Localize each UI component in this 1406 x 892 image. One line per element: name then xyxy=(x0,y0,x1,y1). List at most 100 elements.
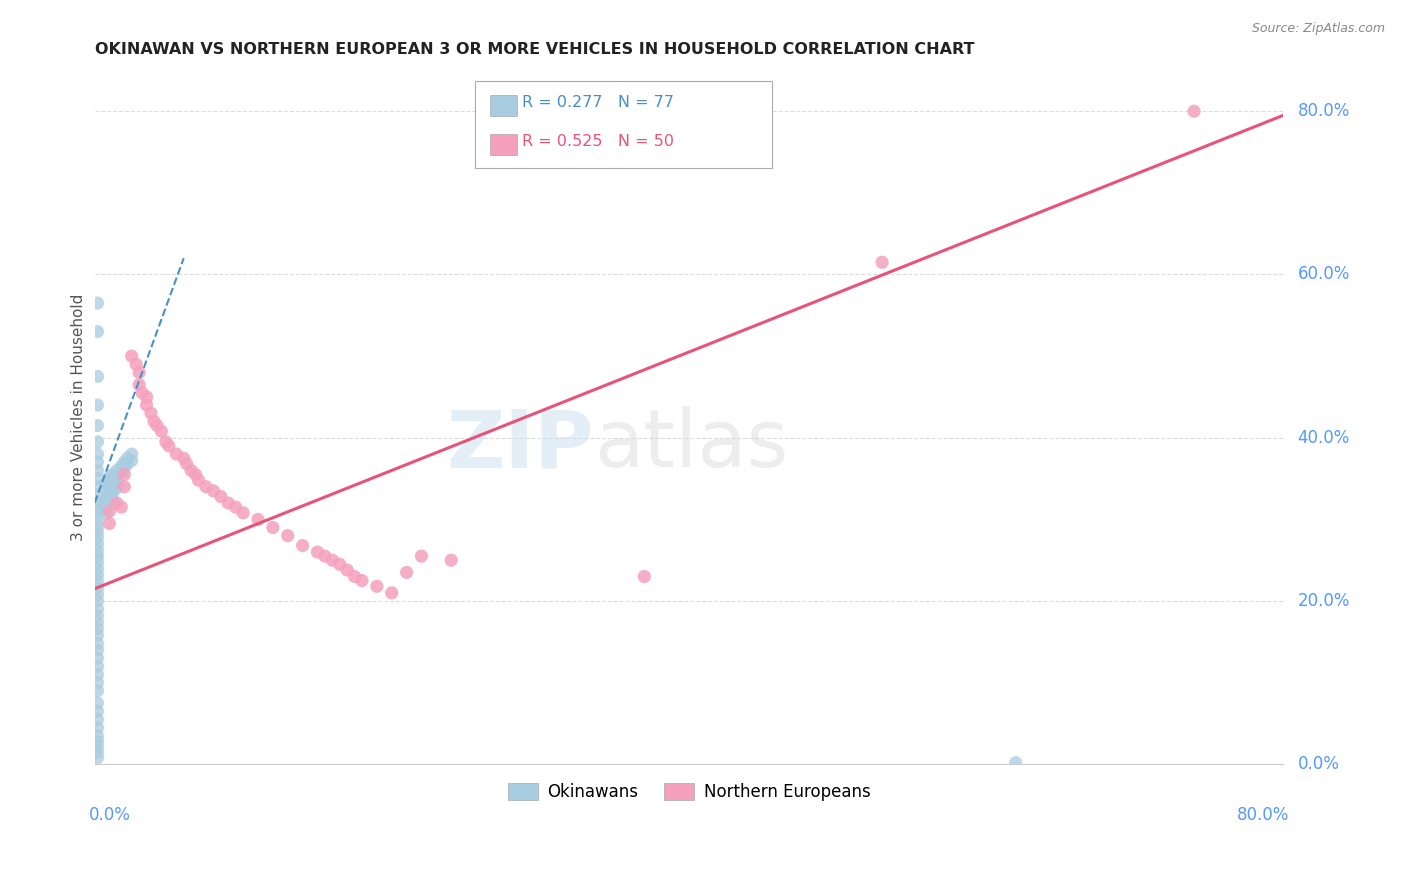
Point xyxy=(128,366,150,380)
Point xyxy=(86,418,108,433)
Point xyxy=(101,486,124,500)
Point xyxy=(180,463,202,477)
Point xyxy=(105,463,128,477)
Point xyxy=(121,447,143,461)
Point xyxy=(86,296,108,310)
Point xyxy=(112,455,135,469)
Point xyxy=(381,586,404,600)
Point xyxy=(291,539,314,553)
Point xyxy=(86,696,108,710)
Point xyxy=(86,602,108,616)
Point xyxy=(86,721,108,735)
Point xyxy=(112,480,135,494)
Point xyxy=(98,504,121,518)
Point xyxy=(98,475,121,490)
Point xyxy=(277,529,299,543)
Text: 60.0%: 60.0% xyxy=(1298,266,1350,284)
Point xyxy=(86,712,108,726)
Y-axis label: 3 or more Vehicles in Household: 3 or more Vehicles in Household xyxy=(72,293,86,541)
Point xyxy=(350,574,373,588)
Point xyxy=(146,418,169,433)
Point xyxy=(121,349,143,363)
Point xyxy=(86,524,108,539)
Point xyxy=(247,512,270,526)
Point xyxy=(366,579,388,593)
Point xyxy=(86,506,108,520)
Text: atlas: atlas xyxy=(593,406,789,484)
Point xyxy=(96,483,118,498)
Point xyxy=(105,470,128,484)
Point xyxy=(329,558,352,572)
Point xyxy=(96,491,118,506)
Point xyxy=(86,574,108,589)
Point xyxy=(86,581,108,595)
Point xyxy=(86,549,108,563)
Point xyxy=(176,457,198,471)
Point xyxy=(101,467,124,482)
Point xyxy=(98,488,121,502)
Point xyxy=(307,545,329,559)
Point xyxy=(343,569,366,583)
Point xyxy=(98,470,121,484)
Point xyxy=(336,563,359,577)
Point xyxy=(86,622,108,636)
Point xyxy=(86,750,108,764)
Point xyxy=(86,447,108,461)
Point xyxy=(96,500,118,514)
Point xyxy=(143,414,166,428)
Point xyxy=(86,537,108,551)
Point xyxy=(128,377,150,392)
Point xyxy=(86,463,108,477)
Point xyxy=(125,357,148,371)
Point xyxy=(86,704,108,718)
Point xyxy=(105,475,128,490)
Point xyxy=(395,566,418,580)
Text: 0.0%: 0.0% xyxy=(1298,756,1340,773)
Point xyxy=(131,385,153,400)
Point xyxy=(110,500,132,515)
Point xyxy=(135,398,157,412)
Point xyxy=(209,490,232,504)
Point xyxy=(86,729,108,743)
Point xyxy=(121,453,143,467)
Point xyxy=(232,506,254,520)
Text: R = 0.277   N = 77: R = 0.277 N = 77 xyxy=(523,95,675,110)
Point xyxy=(1004,756,1026,770)
Point xyxy=(117,457,139,471)
Point xyxy=(195,480,218,494)
Point xyxy=(86,555,108,569)
Point xyxy=(187,473,209,487)
Point xyxy=(150,424,173,438)
Point xyxy=(112,467,135,482)
Point xyxy=(202,483,225,498)
Point xyxy=(1182,104,1205,119)
Point xyxy=(314,549,336,563)
Point xyxy=(86,659,108,673)
Text: R = 0.525   N = 50: R = 0.525 N = 50 xyxy=(523,135,675,149)
Point xyxy=(86,472,108,486)
Text: 80.0%: 80.0% xyxy=(1237,805,1289,824)
Point xyxy=(86,615,108,630)
Text: ZIP: ZIP xyxy=(447,406,593,484)
Text: 0.0%: 0.0% xyxy=(89,805,131,824)
Point xyxy=(173,451,195,466)
Point xyxy=(86,561,108,575)
Point xyxy=(411,549,433,563)
Point xyxy=(98,516,121,531)
Point xyxy=(117,451,139,466)
Text: 40.0%: 40.0% xyxy=(1298,429,1350,447)
Point xyxy=(98,494,121,508)
Point xyxy=(86,628,108,642)
Point xyxy=(184,467,207,482)
Point xyxy=(110,459,132,474)
Point xyxy=(86,530,108,544)
Point xyxy=(86,325,108,339)
Point xyxy=(86,512,108,526)
Point xyxy=(86,739,108,754)
Point xyxy=(135,390,157,404)
Point xyxy=(86,567,108,582)
Point xyxy=(96,506,118,520)
Point xyxy=(86,636,108,650)
Legend: Okinawans, Northern Europeans: Okinawans, Northern Europeans xyxy=(501,776,877,808)
Point xyxy=(440,553,463,567)
